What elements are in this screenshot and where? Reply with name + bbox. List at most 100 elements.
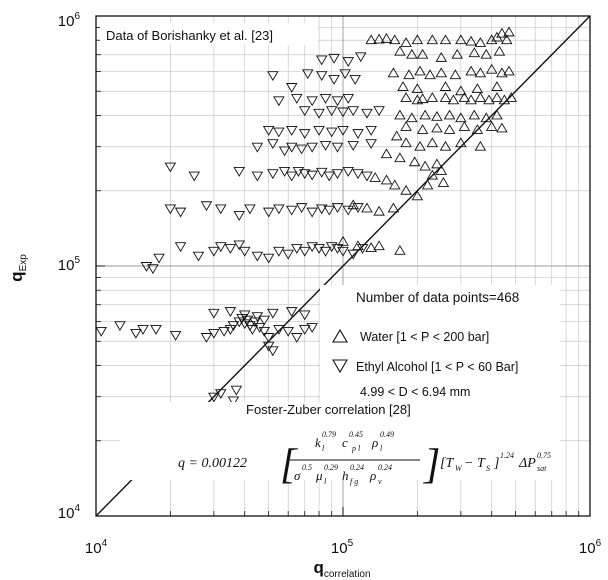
data-point-water: [414, 65, 426, 76]
legend-label-water: Water [1 < P < 200 bar]: [360, 330, 489, 344]
data-point-water: [369, 172, 381, 182]
data-point-water: [485, 63, 498, 74]
data-point-ethyl-alcohol: [262, 253, 275, 264]
data-point-ethyl-alcohol: [273, 325, 285, 335]
data-point-water: [471, 124, 484, 134]
data-point-water: [447, 94, 460, 105]
data-point-water: [406, 48, 418, 59]
data-point-ethyl-alcohol: [230, 385, 243, 396]
data-point-water: [439, 92, 452, 102]
data-point-ethyl-alcohol: [267, 139, 279, 150]
data-point-ethyl-alcohol: [331, 203, 344, 214]
svg-text:k: k: [315, 435, 321, 450]
data-point-ethyl-alcohol: [227, 321, 240, 332]
data-point-ethyl-alcohol: [273, 127, 285, 138]
data-point-ethyl-alcohol: [200, 201, 213, 212]
data-point-water: [400, 92, 412, 102]
data-point-ethyl-alcohol: [319, 140, 332, 151]
data-point-ethyl-alcohol: [352, 169, 364, 180]
data-point-water: [408, 156, 421, 167]
data-point-ethyl-alcohol: [373, 106, 385, 117]
data-point-water: [426, 34, 439, 45]
source-label-background: [100, 23, 318, 45]
annotation-background: [320, 285, 560, 403]
data-point-ethyl-alcohol: [164, 162, 177, 173]
data-point-ethyl-alcohol: [352, 203, 364, 214]
series-water: [337, 26, 518, 255]
data-point-ethyl-alcohol: [313, 126, 325, 136]
data-point-water: [468, 109, 481, 120]
data-point-ethyl-alcohol: [331, 142, 344, 153]
data-point-water: [380, 32, 393, 43]
data-point-water: [373, 240, 385, 251]
data-point-ethyl-alcohol: [218, 326, 230, 337]
svg-text:f g: f g: [350, 477, 358, 486]
data-point-ethyl-alcohol: [291, 333, 303, 343]
svg-text:W: W: [455, 464, 463, 473]
data-point-ethyl-alcohol: [295, 144, 308, 155]
data-point-water: [373, 205, 385, 216]
data-point-water: [380, 148, 393, 159]
data-point-water: [465, 94, 477, 105]
data-point-water: [503, 65, 515, 76]
data-point-water: [471, 83, 484, 94]
correlation-label: Foster-Zuber correlation [28]: [246, 402, 411, 417]
data-point-water: [500, 34, 513, 45]
svg-text:σ: σ: [294, 468, 301, 483]
data-point-water: [449, 69, 462, 80]
svg-text:h: h: [342, 468, 349, 483]
data-point-water: [485, 121, 498, 131]
data-point-ethyl-alcohol: [285, 126, 298, 136]
diameter-range-label: 4.99 < D < 6.94 mm: [360, 385, 470, 399]
data-point-ethyl-alcohol: [227, 396, 240, 407]
svg-text:ρ: ρ: [369, 468, 376, 483]
data-point-water: [416, 124, 429, 134]
y-tick-label-10e5: 105: [58, 255, 81, 274]
data-point-ethyl-alcohol: [319, 246, 332, 257]
svg-text:]: ]: [493, 456, 499, 471]
data-point-ethyl-alcohol: [150, 325, 162, 335]
data-count-label: Number of data points=468: [356, 290, 519, 305]
data-point-water: [435, 67, 448, 78]
data-point-ethyl-alcohol: [328, 53, 340, 64]
data-point-water: [439, 34, 452, 45]
svg-text:0.5: 0.5: [302, 463, 312, 472]
data-point-ethyl-alcohol: [273, 204, 285, 215]
data-point-ethyl-alcohol: [267, 71, 279, 82]
x-axis-label: qcorrelation: [313, 558, 370, 580]
data-point-water: [347, 199, 360, 210]
x-tick-label-10e5: 105: [331, 538, 354, 557]
data-point-ethyl-alcohol: [315, 71, 328, 82]
data-point-ethyl-alcohol: [267, 346, 279, 357]
svg-text:ρ: ρ: [371, 435, 378, 450]
data-point-ethyl-alcohol: [331, 96, 344, 107]
data-point-water: [455, 112, 467, 123]
data-point-ethyl-alcohol: [200, 333, 213, 343]
data-point-ethyl-alcohol: [361, 171, 373, 182]
data-point-water: [483, 94, 495, 105]
data-point-water: [491, 109, 503, 120]
data-point-ethyl-alcohol: [298, 310, 311, 321]
equation-background: [120, 402, 560, 480]
data-point-water: [491, 92, 503, 102]
data-point-water: [474, 92, 487, 102]
data-point-ethyl-alcohol: [130, 328, 142, 339]
data-point-ethyl-alcohol: [174, 207, 187, 218]
data-point-water: [474, 67, 487, 78]
data-point-water: [411, 83, 424, 94]
data-point-water: [496, 122, 508, 133]
data-point-ethyl-alcohol: [251, 142, 264, 153]
data-point-water: [455, 137, 467, 148]
data-point-water: [387, 67, 400, 78]
data-point-water: [458, 92, 471, 102]
data-point-ethyl-alcohol: [361, 108, 373, 119]
data-point-ethyl-alcohol: [233, 166, 245, 177]
data-point-ethyl-alcohol: [315, 204, 328, 215]
data-point-ethyl-alcohol: [147, 264, 159, 275]
data-point-water: [352, 240, 364, 251]
data-point-ethyl-alcohol: [306, 170, 318, 181]
data-point-water: [503, 26, 515, 37]
svg-text:0.79: 0.79: [322, 430, 336, 439]
data-point-water: [388, 179, 401, 190]
data-point-water: [439, 81, 452, 91]
